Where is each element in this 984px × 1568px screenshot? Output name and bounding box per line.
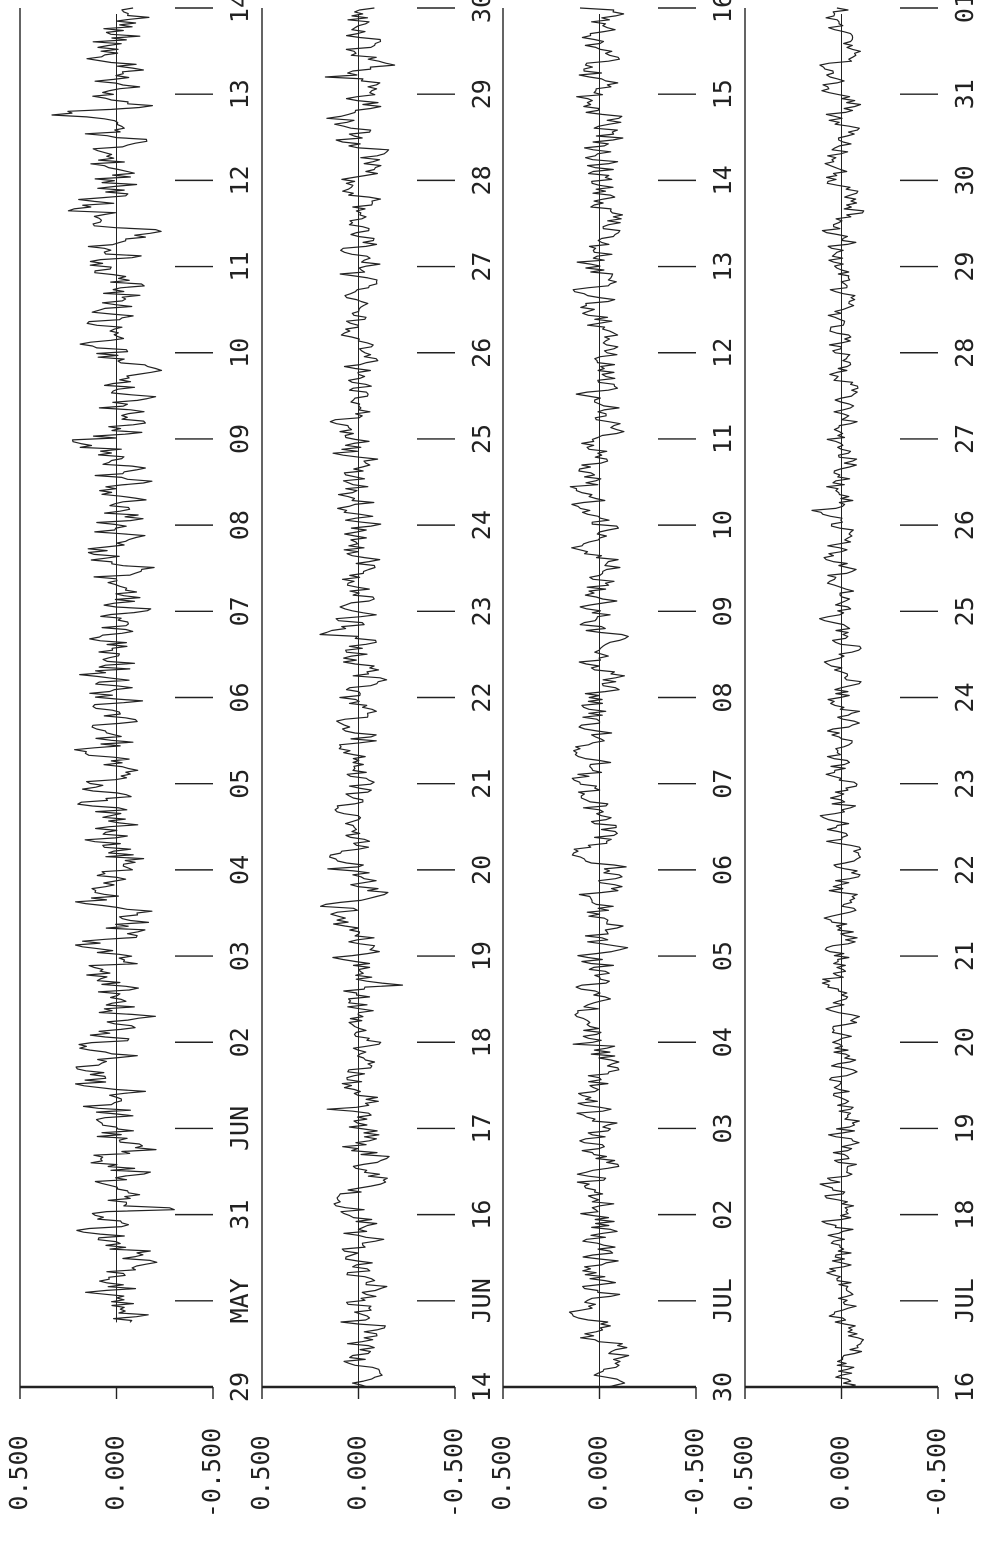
- x-tick-label: 18: [467, 1027, 496, 1057]
- y-tick-label: -0.500: [439, 1428, 468, 1518]
- x-tick-label: 29: [950, 252, 979, 282]
- panel-3: 30 JUL 02 03 04 05 06 07 08 09 10 11 12 13 14 15 16 0.500…: [487, 0, 737, 1518]
- y-tick-label: 0.500: [729, 1435, 758, 1510]
- x-tick-label: 01: [950, 0, 979, 23]
- x-tick-label: 27: [950, 424, 979, 454]
- x-tick-label: JUN: [225, 1106, 254, 1151]
- x-tick-label: 25: [950, 596, 979, 626]
- x-tick-label: MAY: [225, 1278, 254, 1323]
- x-tick-label: 30: [950, 165, 979, 195]
- x-tick-label: 16: [467, 1200, 496, 1230]
- x-tick-label: 30: [708, 1372, 737, 1402]
- x-tick-label: 14: [467, 1372, 496, 1402]
- x-tick-label: 02: [708, 1200, 737, 1230]
- x-tick-label: 10: [708, 510, 737, 540]
- x-tick-label: 07: [225, 596, 254, 626]
- x-tick-label: 13: [225, 79, 254, 109]
- y-tick-label: 0.000: [584, 1435, 613, 1510]
- x-tick-label: 30: [467, 0, 496, 23]
- x-tick-label: 22: [950, 855, 979, 885]
- x-tick-label: 23: [467, 596, 496, 626]
- panels: 29 MAY 31 JUN 02 03 04 05 06 07 08 09 10 11 12 13 14 0.50…: [4, 0, 979, 1518]
- x-tick-label: 09: [225, 424, 254, 454]
- x-tick-label: 14: [708, 165, 737, 195]
- x-tick-label: 20: [950, 1027, 979, 1057]
- x-tick-label: 10: [225, 338, 254, 368]
- x-tick-label: 25: [467, 424, 496, 454]
- x-tick-label: 13: [708, 252, 737, 282]
- series-line: [811, 7, 865, 1388]
- y-tick-label: 0.000: [826, 1435, 855, 1510]
- y-tick-label: 0.500: [487, 1435, 516, 1510]
- x-tick-label: 19: [467, 941, 496, 971]
- x-tick-label: 18: [950, 1200, 979, 1230]
- x-tick-label: 03: [708, 1113, 737, 1143]
- x-tick-label: 14: [225, 0, 254, 23]
- x-tick-label: 31: [225, 1200, 254, 1230]
- x-tick-label: 16: [708, 0, 737, 23]
- series-line: [51, 7, 175, 1323]
- y-tick-label: -0.500: [680, 1428, 709, 1518]
- x-tick-label: 26: [950, 510, 979, 540]
- x-tick-label: 28: [467, 165, 496, 195]
- x-tick-label: 07: [708, 769, 737, 799]
- x-tick-label: 11: [225, 252, 254, 282]
- x-tick-label: 21: [467, 769, 496, 799]
- x-tick-label: 24: [950, 682, 979, 712]
- x-tick-label: 24: [467, 510, 496, 540]
- x-tick-label: 23: [950, 769, 979, 799]
- x-tick-label: 16: [950, 1372, 979, 1402]
- series-line: [319, 7, 404, 1388]
- y-tick-label: 0.000: [343, 1435, 372, 1510]
- y-tick-label: -0.500: [197, 1428, 226, 1518]
- x-tick-label: JUL: [708, 1278, 737, 1323]
- x-tick-label: 04: [708, 1027, 737, 1057]
- x-tick-label: 21: [950, 941, 979, 971]
- x-tick-label: 20: [467, 855, 496, 885]
- x-tick-label: 27: [467, 252, 496, 282]
- x-tick-label: 17: [467, 1113, 496, 1143]
- x-tick-label: 29: [225, 1372, 254, 1402]
- y-tick-label: 0.500: [246, 1435, 275, 1510]
- x-tick-label: 06: [708, 855, 737, 885]
- x-tick-label: 12: [225, 165, 254, 195]
- x-tick-label: 08: [225, 510, 254, 540]
- x-tick-label: 02: [225, 1027, 254, 1057]
- panel-1: 29 MAY 31 JUN 02 03 04 05 06 07 08 09 10 11 12 13 14 0.50…: [4, 0, 254, 1518]
- x-tick-label: 19: [950, 1113, 979, 1143]
- x-tick-label: 22: [467, 682, 496, 712]
- x-tick-label: 05: [225, 769, 254, 799]
- x-tick-label: JUN: [467, 1278, 496, 1323]
- panel-2: 14 JUN 16 17 18 19 20 21 22 23 24 25 26 27 28 29 30 0.500…: [246, 0, 496, 1518]
- x-tick-label: 11: [708, 424, 737, 454]
- x-tick-label: 04: [225, 855, 254, 885]
- y-tick-label: 0.500: [4, 1435, 33, 1510]
- x-tick-label: JUL: [950, 1278, 979, 1323]
- x-tick-label: 26: [467, 338, 496, 368]
- x-tick-label: 28: [950, 338, 979, 368]
- x-tick-label: 03: [225, 941, 254, 971]
- x-tick-label: 08: [708, 682, 737, 712]
- x-tick-label: 12: [708, 338, 737, 368]
- y-tick-label: 0.000: [101, 1435, 130, 1510]
- y-tick-label: -0.500: [922, 1428, 951, 1518]
- x-tick-label: 31: [950, 79, 979, 109]
- x-tick-label: 06: [225, 682, 254, 712]
- x-tick-label: 29: [467, 79, 496, 109]
- series-line: [568, 7, 630, 1388]
- x-tick-label: 05: [708, 941, 737, 971]
- x-tick-label: 15: [708, 79, 737, 109]
- panel-4: 16 JUL 18 19 20 21 22 23 24 25 26 27 28 29 30 31 01 0.500…: [729, 0, 979, 1518]
- x-tick-label: 09: [708, 596, 737, 626]
